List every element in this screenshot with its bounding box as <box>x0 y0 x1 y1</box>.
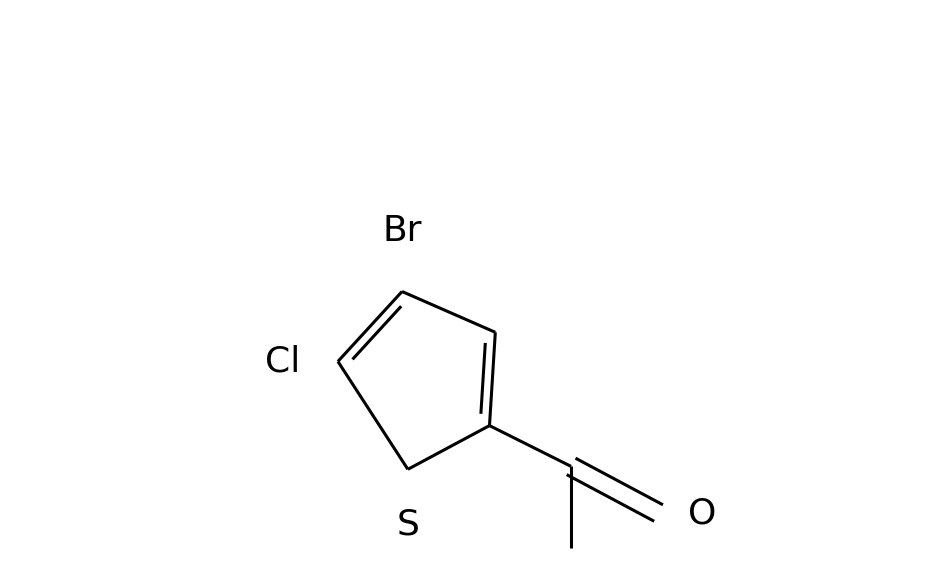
Text: O: O <box>688 496 716 530</box>
Text: S: S <box>396 507 419 541</box>
Text: Cl: Cl <box>264 345 300 378</box>
Text: Br: Br <box>382 214 422 248</box>
